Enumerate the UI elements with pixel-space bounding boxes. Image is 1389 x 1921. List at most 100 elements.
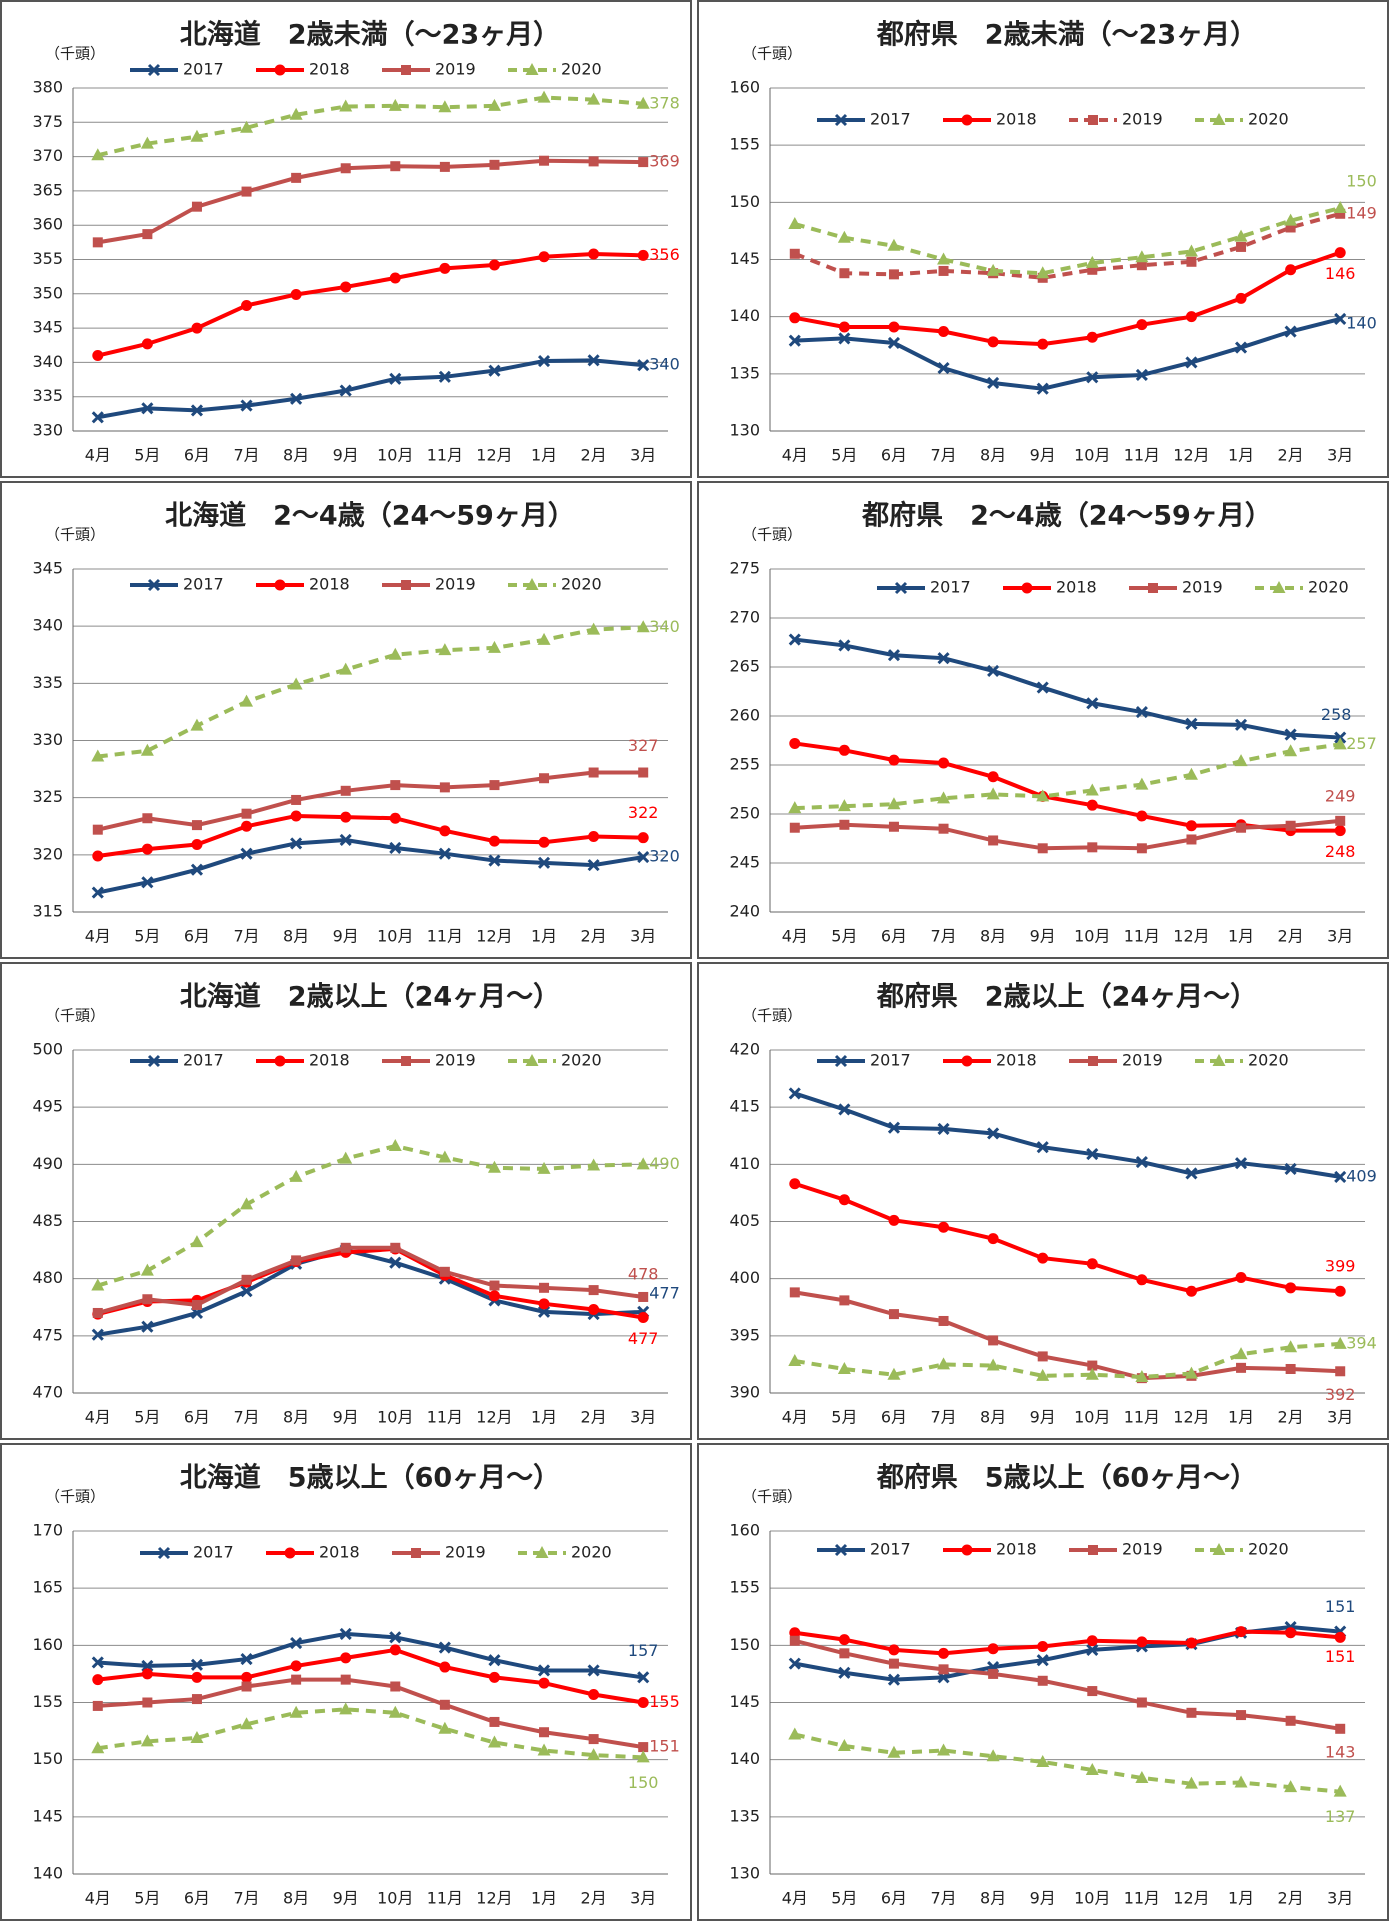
marker: [438, 643, 452, 656]
x-tick-label: 9月: [1030, 446, 1056, 465]
x-tick-label: 9月: [333, 446, 359, 465]
legend-marker: [274, 579, 286, 591]
x-tick-label: 3月: [1327, 927, 1353, 946]
value-label: 257: [1346, 734, 1377, 753]
marker: [339, 99, 353, 112]
x-tick-label: 7月: [233, 927, 259, 946]
x-tick-label: 1月: [531, 1408, 557, 1427]
marker: [91, 148, 105, 161]
marker-x: [788, 1657, 801, 1670]
y-tick-label: 345: [32, 559, 63, 578]
marker-x: [389, 841, 402, 855]
marker: [638, 1742, 649, 1753]
y-tick-label: 400: [729, 1268, 760, 1287]
legend-label: 2017: [930, 578, 971, 597]
marker: [637, 1671, 650, 1684]
x-tick-label: 11月: [1124, 446, 1160, 465]
marker: [290, 837, 303, 850]
marker: [91, 411, 104, 424]
marker: [587, 1748, 601, 1761]
marker: [289, 1169, 303, 1182]
series-line: [794, 317, 1341, 391]
marker: [190, 129, 204, 142]
marker-x: [141, 876, 154, 889]
y-tick-label: 480: [32, 1268, 63, 1287]
legend-label: 2017: [870, 110, 911, 129]
marker-x: [190, 404, 204, 417]
chart-title: 北海道 5歳以上（60ヶ月～）: [180, 1462, 560, 1494]
marker: [838, 639, 851, 652]
marker: [1135, 1369, 1149, 1382]
y-tick-label: 335: [32, 386, 63, 405]
marker: [1086, 1147, 1099, 1161]
marker: [587, 354, 600, 367]
value-label: 143: [1325, 1742, 1356, 1761]
marker-x: [488, 364, 501, 377]
marker: [1284, 325, 1297, 338]
x-tick-label: 6月: [881, 446, 907, 465]
marker: [92, 1700, 103, 1711]
marker: [488, 364, 501, 377]
marker: [588, 1285, 599, 1296]
marker-x: [141, 1320, 154, 1333]
x-tick-label: 10月: [377, 1408, 413, 1427]
series-line: [794, 206, 1341, 276]
x-tick-label: 11月: [427, 446, 463, 465]
marker-x: [1086, 1147, 1099, 1161]
legend-label: 2018: [309, 575, 350, 594]
value-label: 258: [1321, 705, 1352, 724]
marker: [488, 1654, 501, 1667]
marker: [1284, 1780, 1298, 1793]
panel-border: [697, 1443, 1389, 1921]
x-tick-label: 11月: [1124, 1889, 1160, 1908]
marker: [1136, 1274, 1148, 1286]
y-tick-label: 350: [32, 283, 63, 302]
marker: [290, 392, 303, 405]
marker: [937, 1357, 951, 1370]
marker: [291, 1255, 302, 1266]
legend-label: 2017: [183, 575, 224, 594]
marker: [438, 100, 452, 113]
marker-x: [1135, 706, 1148, 719]
legend-marker: [1148, 583, 1158, 593]
marker: [1185, 1637, 1197, 1649]
marker: [241, 299, 253, 311]
marker: [141, 1668, 153, 1680]
marker: [389, 841, 402, 855]
marker-x: [1234, 718, 1248, 731]
marker: [190, 1235, 204, 1248]
x-tick-label: 8月: [283, 1889, 309, 1908]
x-tick-label: 12月: [476, 1408, 512, 1427]
marker: [539, 155, 550, 166]
x-tick-label: 7月: [930, 446, 956, 465]
legend-marker: [961, 114, 973, 126]
panel-border: [0, 1443, 692, 1921]
marker: [1086, 1635, 1098, 1647]
marker-x: [91, 411, 104, 424]
x-tick-label: 12月: [476, 446, 512, 465]
marker: [241, 808, 252, 819]
y-tick-label: 155: [32, 1692, 63, 1711]
x-tick-label: 1月: [531, 927, 557, 946]
marker: [1285, 1627, 1297, 1639]
marker-x: [339, 1627, 352, 1640]
x-tick-label: 5月: [134, 1408, 160, 1427]
legend-marker: [961, 1055, 973, 1067]
legend-label: 2020: [1248, 110, 1289, 129]
marker: [1284, 1340, 1298, 1353]
marker: [1136, 260, 1147, 271]
legend-label: 2019: [445, 1543, 486, 1562]
marker: [1333, 1336, 1347, 1349]
marker: [92, 237, 103, 248]
marker: [388, 647, 402, 660]
marker: [636, 620, 650, 633]
x-tick-label: 9月: [333, 1408, 359, 1427]
panel-border: [697, 962, 1389, 1440]
marker: [988, 835, 999, 846]
legend-marker: [1212, 1543, 1226, 1555]
marker: [439, 1699, 450, 1710]
marker: [1334, 312, 1347, 326]
x-tick-label: 9月: [333, 1889, 359, 1908]
marker-x: [587, 859, 600, 872]
chart-title: 北海道 2～4歳（24～59ヶ月）: [165, 500, 575, 532]
